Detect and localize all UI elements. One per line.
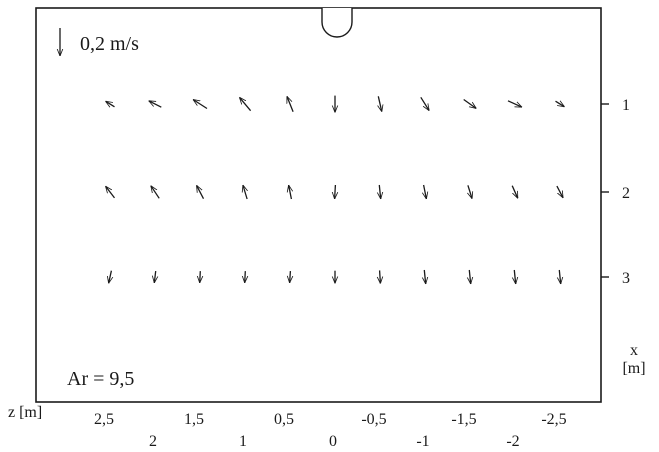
velocity-arrow-row2-col3 [195, 185, 205, 200]
velocity-arrow-row1-col4 [239, 97, 252, 112]
velocity-arrow-row3-col2 [154, 271, 155, 283]
velocity-arrow-row2-col9 [468, 185, 472, 198]
x-tick-label-2: 2 [622, 185, 630, 202]
velocity-arrow-row3-col7 [380, 270, 381, 283]
velocity-arrow-row2-col11 [556, 185, 564, 198]
velocity-arrow-row2-col7 [379, 184, 380, 199]
z-tick-label-lower-0: 2 [149, 433, 157, 450]
velocity-arrow-row3-col10 [514, 269, 515, 284]
velocity-arrow-row3-col4 [245, 271, 246, 283]
z-tick-label-upper-5: -2,5 [541, 411, 566, 428]
velocity-arrow-row1-col2 [149, 100, 162, 108]
z-tick-label-lower-4: -2 [506, 433, 519, 450]
velocity-arrow-row2-col4 [243, 185, 247, 200]
velocity-arrow-row1-col1 [106, 101, 115, 107]
inlet-opening [321, 8, 353, 38]
velocity-arrow-row2-col2 [151, 186, 160, 199]
plot-frame [35, 7, 602, 403]
z-axis-label: z [m] [8, 404, 42, 421]
z-tick-label-upper-1: 1,5 [184, 411, 204, 428]
z-tick-label-upper-3: -0,5 [361, 411, 386, 428]
velocity-arrow-row3-col9 [469, 269, 470, 284]
archimedes-number-label: Ar = 9,5 [67, 368, 134, 390]
velocity-arrow-row3-col1 [109, 270, 112, 284]
axis-ticks: 1 2 3 2,5 1,5 0,5 -0,5 -1,5 -2,5 2 1 0 -1 -2 [94, 97, 630, 450]
velocity-arrow-row1-col11 [555, 101, 565, 107]
velocity-arrow-row3-col5 [290, 271, 291, 283]
velocity-arrow-row3-col3 [200, 271, 201, 283]
velocity-arrow-row2-col6 [335, 184, 336, 199]
x-axis-unit: [m] [622, 360, 645, 377]
velocity-arrow-row3-col11 [559, 269, 560, 284]
z-tick-label-lower-1: 1 [239, 433, 247, 450]
velocity-arrow-row2-col8 [424, 184, 427, 199]
velocity-vectors [106, 96, 565, 284]
velocity-arrow-row1-col9 [463, 98, 477, 109]
velocity-arrow-row1-col7 [378, 96, 382, 111]
x-tick-label-1: 1 [622, 97, 630, 114]
scale-label: 0,2 m/s [80, 33, 139, 55]
z-tick-label-upper-2: 0,5 [274, 411, 294, 428]
z-tick-label-lower-2: 0 [329, 433, 337, 450]
z-tick-label-upper-4: -1,5 [451, 411, 476, 428]
velocity-arrow-row2-col10 [511, 185, 519, 199]
velocity-arrow-row1-col3 [193, 100, 208, 110]
z-tick-label-upper-0: 2,5 [94, 411, 114, 428]
velocity-arrow-row2-col1 [106, 186, 116, 199]
x-axis-label: x [630, 342, 638, 359]
velocity-arrow-row1-col10 [507, 100, 522, 108]
velocity-arrow-row1-col5 [286, 96, 294, 112]
x-tick-label-3: 3 [622, 270, 630, 287]
velocity-arrow-row3-col8 [424, 269, 425, 284]
velocity-arrow-row1-col8 [420, 96, 429, 110]
z-tick-label-lower-3: -1 [416, 433, 429, 450]
velocity-arrow-row2-col5 [289, 185, 292, 200]
